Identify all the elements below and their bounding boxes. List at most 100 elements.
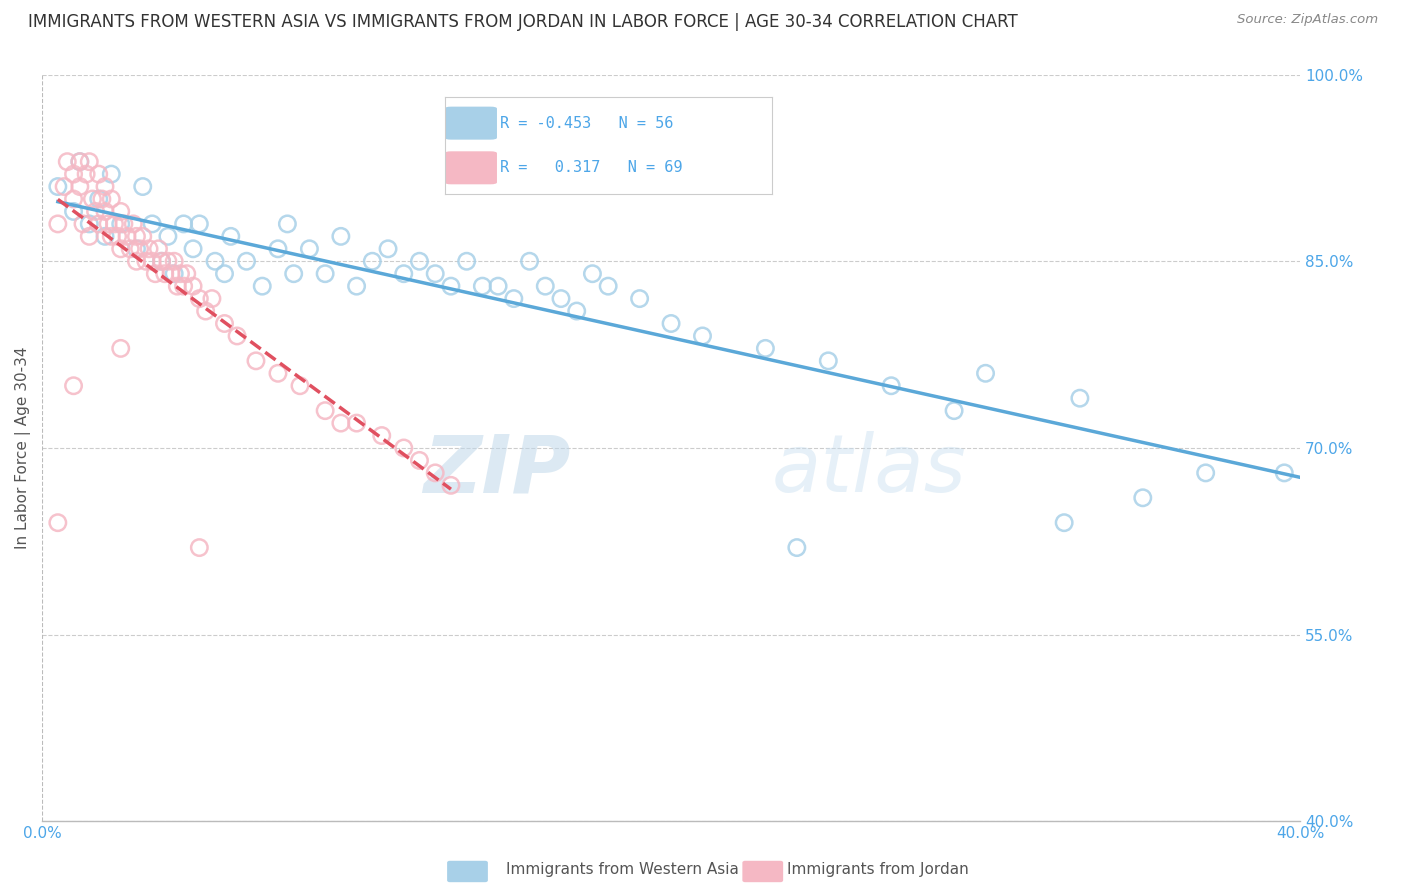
Point (132, 229, 155, 244)
Point (110, 204, 132, 219)
Point (176, 267, 198, 281)
Point (153, 267, 176, 281)
Point (377, 242, 399, 256)
Point (659, 317, 682, 331)
Point (471, 279, 494, 293)
Point (115, 229, 138, 244)
Point (156, 254, 179, 268)
Point (371, 428, 394, 442)
Point (141, 254, 163, 268)
Point (173, 279, 195, 293)
Point (267, 242, 290, 256)
Point (1069, 391, 1091, 405)
Point (276, 217, 298, 231)
Point (329, 416, 352, 430)
Point (125, 229, 148, 244)
Point (112, 217, 135, 231)
Point (361, 254, 384, 268)
Point (103, 217, 125, 231)
Point (69, 154, 91, 169)
Point (100, 192, 122, 206)
Point (188, 541, 211, 555)
Point (534, 279, 557, 293)
Point (62, 192, 84, 206)
Point (692, 329, 714, 343)
Point (581, 267, 603, 281)
Point (143, 267, 166, 281)
Point (880, 378, 903, 392)
Point (214, 267, 236, 281)
Point (62, 378, 84, 392)
Point (72, 217, 94, 231)
Point (1272, 466, 1295, 480)
Point (786, 541, 808, 555)
Point (346, 279, 368, 293)
Point (456, 254, 478, 268)
Text: ZIP: ZIP (423, 432, 571, 509)
Point (392, 267, 415, 281)
Point (156, 229, 179, 244)
Point (346, 416, 368, 430)
Point (84, 204, 107, 219)
Point (166, 279, 188, 293)
Point (943, 403, 966, 417)
Point (314, 267, 336, 281)
Point (125, 254, 148, 268)
Point (94, 179, 117, 194)
Point (267, 366, 290, 380)
Point (62, 204, 84, 219)
Point (46, 179, 69, 194)
Point (150, 254, 173, 268)
Point (90, 192, 112, 206)
Point (79, 229, 101, 244)
Point (1132, 491, 1154, 505)
Point (440, 478, 463, 492)
Point (97, 217, 120, 231)
Point (100, 229, 122, 244)
Point (160, 267, 183, 281)
Point (56, 154, 79, 169)
Point (107, 229, 129, 244)
Point (314, 403, 336, 417)
Point (194, 304, 217, 318)
Y-axis label: In Labor Force | Age 30-34: In Labor Force | Age 30-34 (15, 347, 31, 549)
Point (138, 242, 160, 256)
Point (974, 366, 997, 380)
Point (565, 304, 588, 318)
Point (122, 217, 145, 231)
Point (132, 179, 155, 194)
Point (440, 279, 463, 293)
Point (181, 279, 204, 293)
Point (82, 192, 104, 206)
Point (62, 167, 84, 181)
Point (110, 342, 132, 356)
Point (110, 242, 132, 256)
Point (87, 217, 110, 231)
Point (163, 267, 186, 281)
Point (79, 154, 101, 169)
Point (181, 242, 204, 256)
Text: Immigrants from Western Asia: Immigrants from Western Asia (506, 863, 740, 877)
Point (94, 204, 117, 219)
Point (69, 179, 91, 194)
Point (46, 217, 69, 231)
Point (169, 267, 191, 281)
Point (110, 217, 132, 231)
Point (329, 229, 352, 244)
Point (87, 167, 110, 181)
Point (201, 292, 224, 306)
Point (53, 179, 76, 194)
Point (298, 242, 321, 256)
Point (148, 242, 170, 256)
Point (425, 466, 447, 480)
Point (486, 279, 509, 293)
Point (128, 242, 150, 256)
Point (125, 242, 148, 256)
Text: Source: ZipAtlas.com: Source: ZipAtlas.com (1237, 13, 1378, 27)
Text: Immigrants from Jordan: Immigrants from Jordan (787, 863, 969, 877)
Point (283, 267, 305, 281)
Point (754, 342, 776, 356)
Point (598, 279, 620, 293)
Point (392, 441, 415, 455)
Point (425, 267, 447, 281)
